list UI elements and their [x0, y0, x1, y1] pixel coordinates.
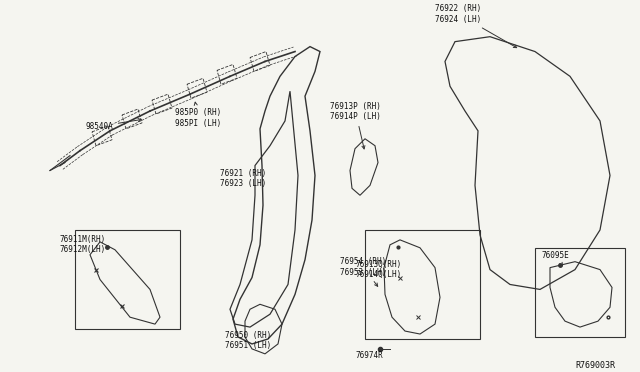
- Text: 76913Q(RH)
76914Q(LH): 76913Q(RH) 76914Q(LH): [355, 260, 401, 279]
- Text: 76095E: 76095E: [542, 251, 570, 266]
- Text: 76922 (RH)
76924 (LH): 76922 (RH) 76924 (LH): [435, 4, 516, 48]
- Text: 985P0 (RH)
985PI (LH): 985P0 (RH) 985PI (LH): [175, 102, 221, 128]
- Text: 76950 (RH)
76951 (LH): 76950 (RH) 76951 (LH): [225, 331, 271, 350]
- Bar: [75, 230, 180, 329]
- Bar: [365, 230, 480, 339]
- Text: 76911M(RH)
76912M(LH): 76911M(RH) 76912M(LH): [60, 235, 106, 254]
- Bar: [535, 248, 625, 337]
- Text: 76974R: 76974R: [355, 351, 383, 360]
- Text: 76913P (RH)
76914P (LH): 76913P (RH) 76914P (LH): [330, 102, 381, 149]
- Text: 76954 (RH)
76953 (LH): 76954 (RH) 76953 (LH): [340, 257, 387, 286]
- Text: 98540A: 98540A: [85, 119, 141, 131]
- Text: 76921 (RH)
76923 (LH): 76921 (RH) 76923 (LH): [220, 169, 266, 188]
- Text: R769003R: R769003R: [575, 361, 615, 370]
